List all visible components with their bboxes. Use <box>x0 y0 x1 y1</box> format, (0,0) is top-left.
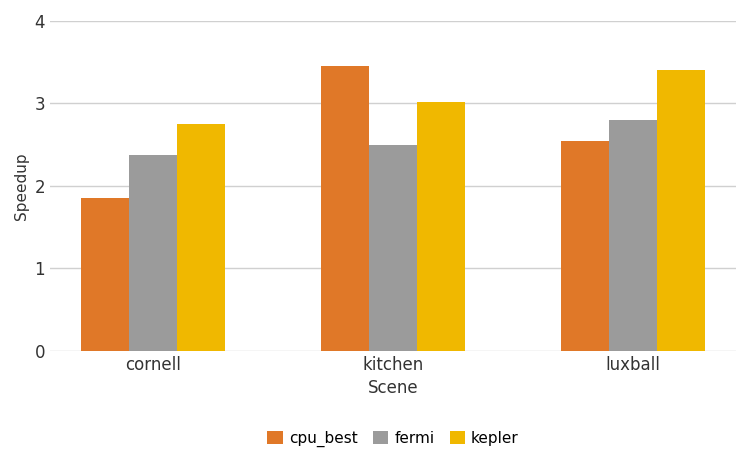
Bar <box>129 155 177 351</box>
Bar <box>369 145 417 351</box>
X-axis label: Scene: Scene <box>368 379 419 397</box>
Y-axis label: Speedup: Speedup <box>14 152 29 220</box>
Bar <box>417 102 465 351</box>
Bar <box>321 66 369 351</box>
Legend: cpu_best, fermi, kepler: cpu_best, fermi, kepler <box>261 425 525 450</box>
Bar <box>81 198 129 351</box>
Bar <box>561 140 609 351</box>
Bar <box>609 120 657 351</box>
Bar <box>177 124 225 351</box>
Bar <box>657 70 705 351</box>
